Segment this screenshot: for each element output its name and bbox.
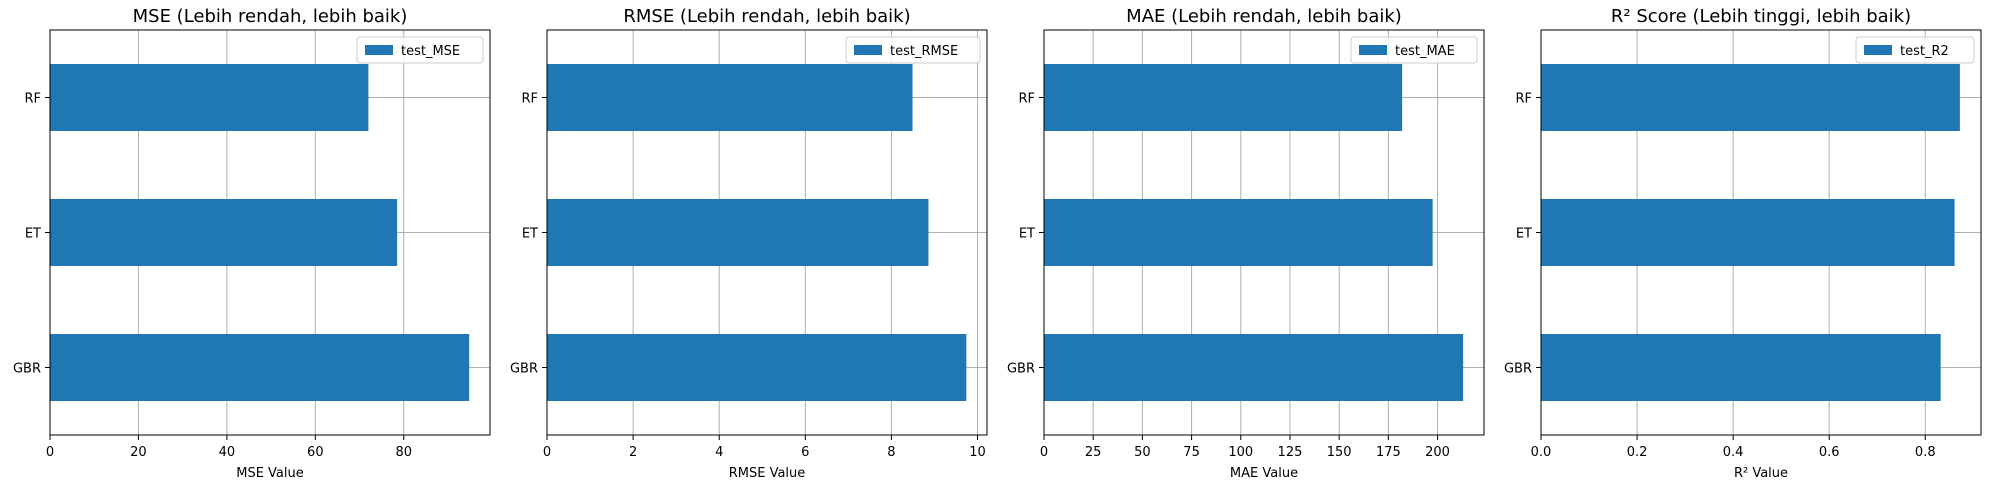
y-tick-label: GBR xyxy=(1504,362,1532,377)
legend-label: test_R2 xyxy=(1900,44,1949,59)
x-tick-label: 0.6 xyxy=(1819,445,1840,460)
y-tick-label: RF xyxy=(521,92,538,107)
x-tick-label: 8 xyxy=(887,445,895,460)
legend-swatch xyxy=(1864,45,1892,55)
x-tick-label: 20 xyxy=(130,445,147,460)
y-tick-label: RF xyxy=(1018,92,1035,107)
y-tick-label: GBR xyxy=(510,362,538,377)
x-tick-label: 4 xyxy=(715,445,723,460)
x-tick-label: 25 xyxy=(1085,445,1102,460)
x-tick-label: 2 xyxy=(629,445,637,460)
x-axis-label: RMSE Value xyxy=(729,466,806,481)
chart-title: R² Score (Lebih tinggi, lebih baik) xyxy=(1611,6,1911,27)
legend: test_MAE xyxy=(1350,36,1478,64)
legend-label: test_RMSE xyxy=(890,44,958,59)
legend-label: test_MAE xyxy=(1395,44,1455,59)
x-axis-label: R² Value xyxy=(1734,466,1788,481)
legend: test_MSE xyxy=(356,36,484,64)
x-tick-label: 0 xyxy=(46,445,54,460)
legend-box xyxy=(1855,36,1975,64)
x-axis-label: MAE Value xyxy=(1230,466,1298,481)
bar-gbr xyxy=(547,334,967,401)
y-tick-label: ET xyxy=(25,227,41,242)
x-tick-label: 75 xyxy=(1183,445,1200,460)
x-tick-label: 0.2 xyxy=(1627,445,1648,460)
x-tick-label: 6 xyxy=(801,445,809,460)
chart-title: MAE (Lebih rendah, lebih baik) xyxy=(1126,6,1402,27)
chart-panel-3: 0.0 0.2 0.4 0.6 0.8 GBR ET RF R² Score (Lebih ti… xyxy=(1504,6,1982,481)
legend: test_R2 xyxy=(1855,36,1975,64)
x-tick-label: 0.0 xyxy=(1531,445,1552,460)
legend: test_RMSE xyxy=(845,36,981,64)
bar-rf xyxy=(1541,64,1960,131)
legend-swatch xyxy=(365,45,393,55)
x-tick-label: 0.8 xyxy=(1915,445,1936,460)
x-tick-label: 175 xyxy=(1376,445,1401,460)
x-tick-label: 0 xyxy=(1040,445,1048,460)
y-tick-label: RF xyxy=(24,92,41,107)
chart-title: MSE (Lebih rendah, lebih baik) xyxy=(133,6,408,27)
legend-label: test_MSE xyxy=(401,44,460,59)
legend-box xyxy=(845,36,981,64)
y-tick-label: ET xyxy=(1516,227,1532,242)
y-tick-label: GBR xyxy=(13,362,41,377)
bar-et xyxy=(1044,199,1433,266)
chart-panel-1: 0 2 4 6 8 10 GBR ET RF RMSE (Lebih rendah, lebih … xyxy=(510,6,988,481)
bar-gbr xyxy=(50,334,470,401)
x-tick-label: 150 xyxy=(1327,445,1352,460)
x-axis-label: MSE Value xyxy=(236,466,304,481)
chart-panel-0: 0 20 40 60 80 GBR ET RF MSE (Lebih rendah, lebih… xyxy=(13,6,491,481)
x-tick-label: 200 xyxy=(1425,445,1450,460)
y-tick-label: ET xyxy=(522,227,538,242)
x-tick-label: 40 xyxy=(219,445,236,460)
y-tick-label: GBR xyxy=(1007,362,1035,377)
legend-box xyxy=(1350,36,1478,64)
x-tick-label: 0.4 xyxy=(1723,445,1744,460)
x-tick-label: 10 xyxy=(969,445,986,460)
x-tick-label: 80 xyxy=(395,445,412,460)
chart-panel-2: 0 25 50 75 100 125 150 175 200 GBR ET RF MAE (Lebih … xyxy=(1007,6,1485,481)
bar-gbr xyxy=(1044,334,1464,401)
y-tick-label: RF xyxy=(1515,92,1532,107)
bar-gbr xyxy=(1541,334,1941,401)
x-tick-label: 100 xyxy=(1228,445,1253,460)
x-tick-label: 0 xyxy=(543,445,551,460)
legend-box xyxy=(356,36,484,64)
bar-et xyxy=(50,199,398,266)
legend-swatch xyxy=(854,45,882,55)
bar-rf xyxy=(50,64,369,131)
x-tick-label: 50 xyxy=(1134,445,1151,460)
chart-title: RMSE (Lebih rendah, lebih baik) xyxy=(623,6,910,27)
bar-rf xyxy=(1044,64,1403,131)
legend-swatch xyxy=(1359,45,1387,55)
bar-et xyxy=(547,199,929,266)
bar-rf xyxy=(547,64,913,131)
x-tick-label: 60 xyxy=(307,445,324,460)
x-tick-label: 125 xyxy=(1278,445,1303,460)
y-tick-label: ET xyxy=(1019,227,1035,242)
bar-et xyxy=(1541,199,1955,266)
